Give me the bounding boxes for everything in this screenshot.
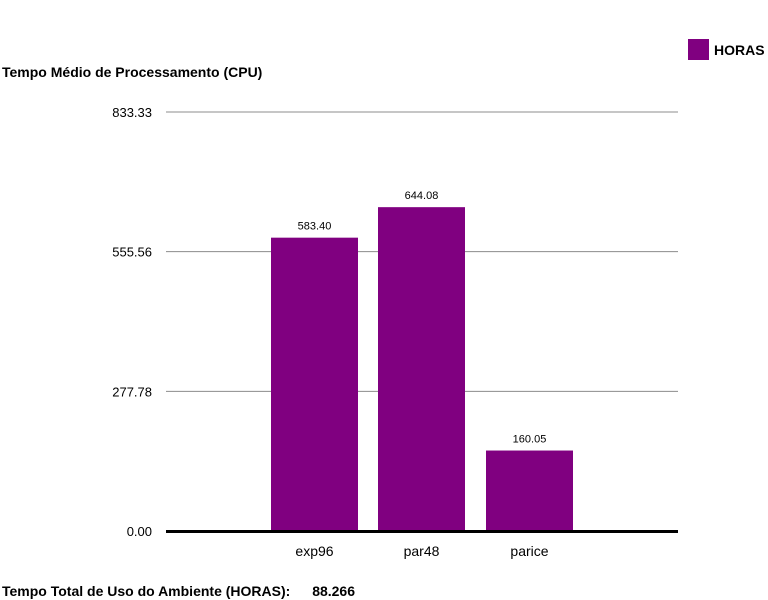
y-tick-label-0: 0.00	[127, 524, 152, 539]
legend: HORAS	[688, 39, 765, 60]
data-label-exp96: 583.40	[298, 221, 332, 233]
x-tick-label-par48: par48	[404, 543, 440, 559]
footer: Tempo Total de Uso do Ambiente (HORAS): …	[2, 583, 355, 599]
bar-parice	[486, 450, 573, 531]
y-tick-label-3: 833.33	[112, 105, 152, 120]
chart-title: Tempo Médio de Processamento (CPU)	[2, 64, 263, 80]
legend-label-horas: HORAS	[714, 41, 765, 58]
bar-exp96	[271, 237, 358, 531]
x-tick-label-exp96: exp96	[295, 543, 333, 559]
data-label-par48: 644.08	[405, 190, 439, 202]
y-tick-label-1: 277.78	[112, 384, 152, 399]
data-label-parice: 160.05	[513, 434, 547, 446]
y-tick-label-2: 555.56	[112, 245, 152, 260]
footer-label: Tempo Total de Uso do Ambiente (HORAS):	[2, 583, 291, 599]
legend-swatch-horas	[688, 39, 709, 60]
footer-value: 88.266	[312, 583, 356, 599]
bar-par48	[378, 207, 465, 531]
x-tick-label-parice: parice	[510, 543, 548, 559]
